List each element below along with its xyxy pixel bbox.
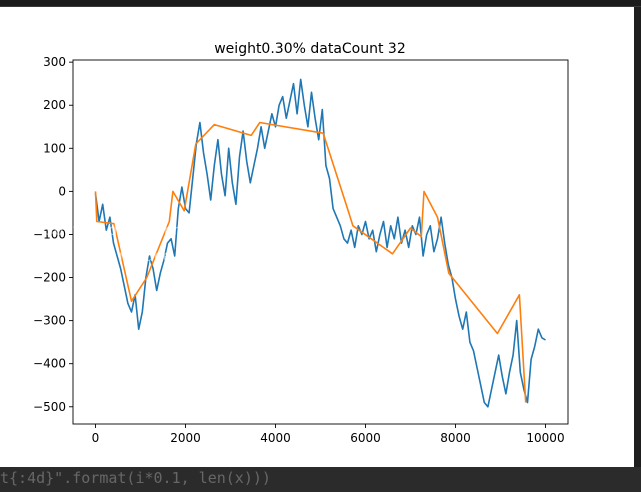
x-tick-label: 0 — [92, 431, 100, 445]
background-code-overlay-1: _ar sorted_diff_arr, i * 0.001 — [0, 221, 280, 239]
x-tick-label: 2000 — [170, 431, 201, 445]
axes-layer: 0 2000 4000 6000 8000 10000 300 200 100 0 −100 −200… — [33, 55, 569, 445]
y-tick-label: 100 — [43, 141, 66, 155]
y-tick-label: 300 — [43, 55, 66, 69]
x-tick-label: 6000 — [350, 431, 381, 445]
y-tick-label: −200 — [33, 271, 66, 285]
series-line-2 — [94, 121, 527, 403]
bottom-bar — [0, 467, 641, 492]
axes-frame — [72, 59, 569, 425]
window-top-bar — [0, 0, 641, 7]
x-tick-label: 10000 — [526, 431, 564, 445]
chart-title: weight0.30% dataCount 32 — [214, 41, 406, 57]
figure-canvas: weight0.30% dataCount 32 0 2000 4000 6000 80… — [0, 7, 634, 467]
y-tick-label: 200 — [43, 98, 66, 112]
y-tick-label: −100 — [33, 227, 66, 241]
series-layer — [94, 78, 546, 408]
x-tick-label: 4000 — [260, 431, 291, 445]
x-tick-label: 8000 — [440, 431, 471, 445]
y-tick-label: 0 — [58, 184, 66, 198]
background-code-overlay-2: line 40, reduce_arr — [0, 247, 208, 265]
right-edge-strip — [634, 7, 641, 467]
line-chart: weight0.30% dataCount 32 0 2000 4000 6000 80… — [33, 41, 569, 445]
y-tick-label: −500 — [33, 400, 66, 414]
series-line-1 — [94, 78, 546, 408]
y-tick-label: −400 — [33, 357, 66, 371]
y-tick-label: −300 — [33, 314, 66, 328]
background-code-line: t{:4d}".format(i*0.1, len(x))) — [0, 469, 271, 487]
